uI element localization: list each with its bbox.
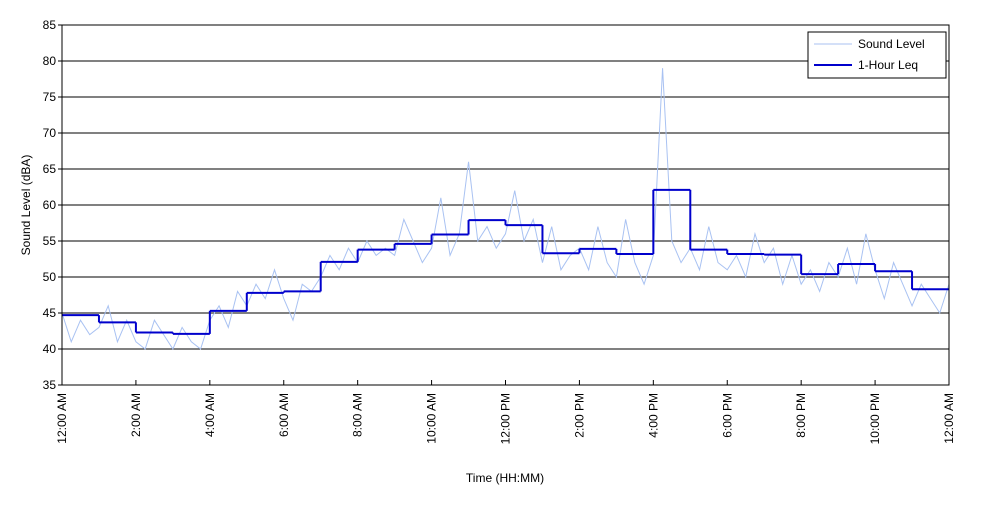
x-tick-label: 4:00 PM [646,393,660,438]
x-tick-label: 12:00 AM [55,393,69,444]
legend-label: 1-Hour Leq [858,58,918,72]
x-tick-label: 8:00 AM [351,393,365,437]
x-axis-label: Time (HH:MM) [466,471,544,485]
y-axis-label: Sound Level (dBA) [19,155,33,256]
legend-label: Sound Level [858,37,925,51]
y-tick-label: 45 [43,306,57,320]
y-tick-label: 55 [43,234,57,248]
plot-frame [61,24,950,386]
y-tick-label: 70 [43,126,57,140]
x-tick-label: 6:00 AM [277,393,291,437]
x-tick-label: 2:00 AM [129,393,143,437]
x-tick-label: 8:00 PM [794,393,808,438]
y-tick-label: 35 [43,378,57,392]
y-tick-label: 60 [43,198,57,212]
x-tick-label: 4:00 AM [203,393,217,437]
x-tick-label: 12:00 AM [942,393,956,444]
y-tick-label: 50 [43,270,57,284]
y-tick-label: 80 [43,54,57,68]
x-tick-label: 10:00 AM [425,393,439,444]
y-tick-label: 85 [43,18,57,32]
y-tick-label: 75 [43,90,57,104]
x-tick-label: 2:00 PM [572,393,586,438]
y-tick-label: 40 [43,342,57,356]
x-tick-label: 12:00 PM [499,393,513,444]
legend-box [807,31,947,79]
x-tick-label: 6:00 PM [720,393,734,438]
x-tick-label: 10:00 PM [868,393,882,444]
y-tick-label: 65 [43,162,57,176]
